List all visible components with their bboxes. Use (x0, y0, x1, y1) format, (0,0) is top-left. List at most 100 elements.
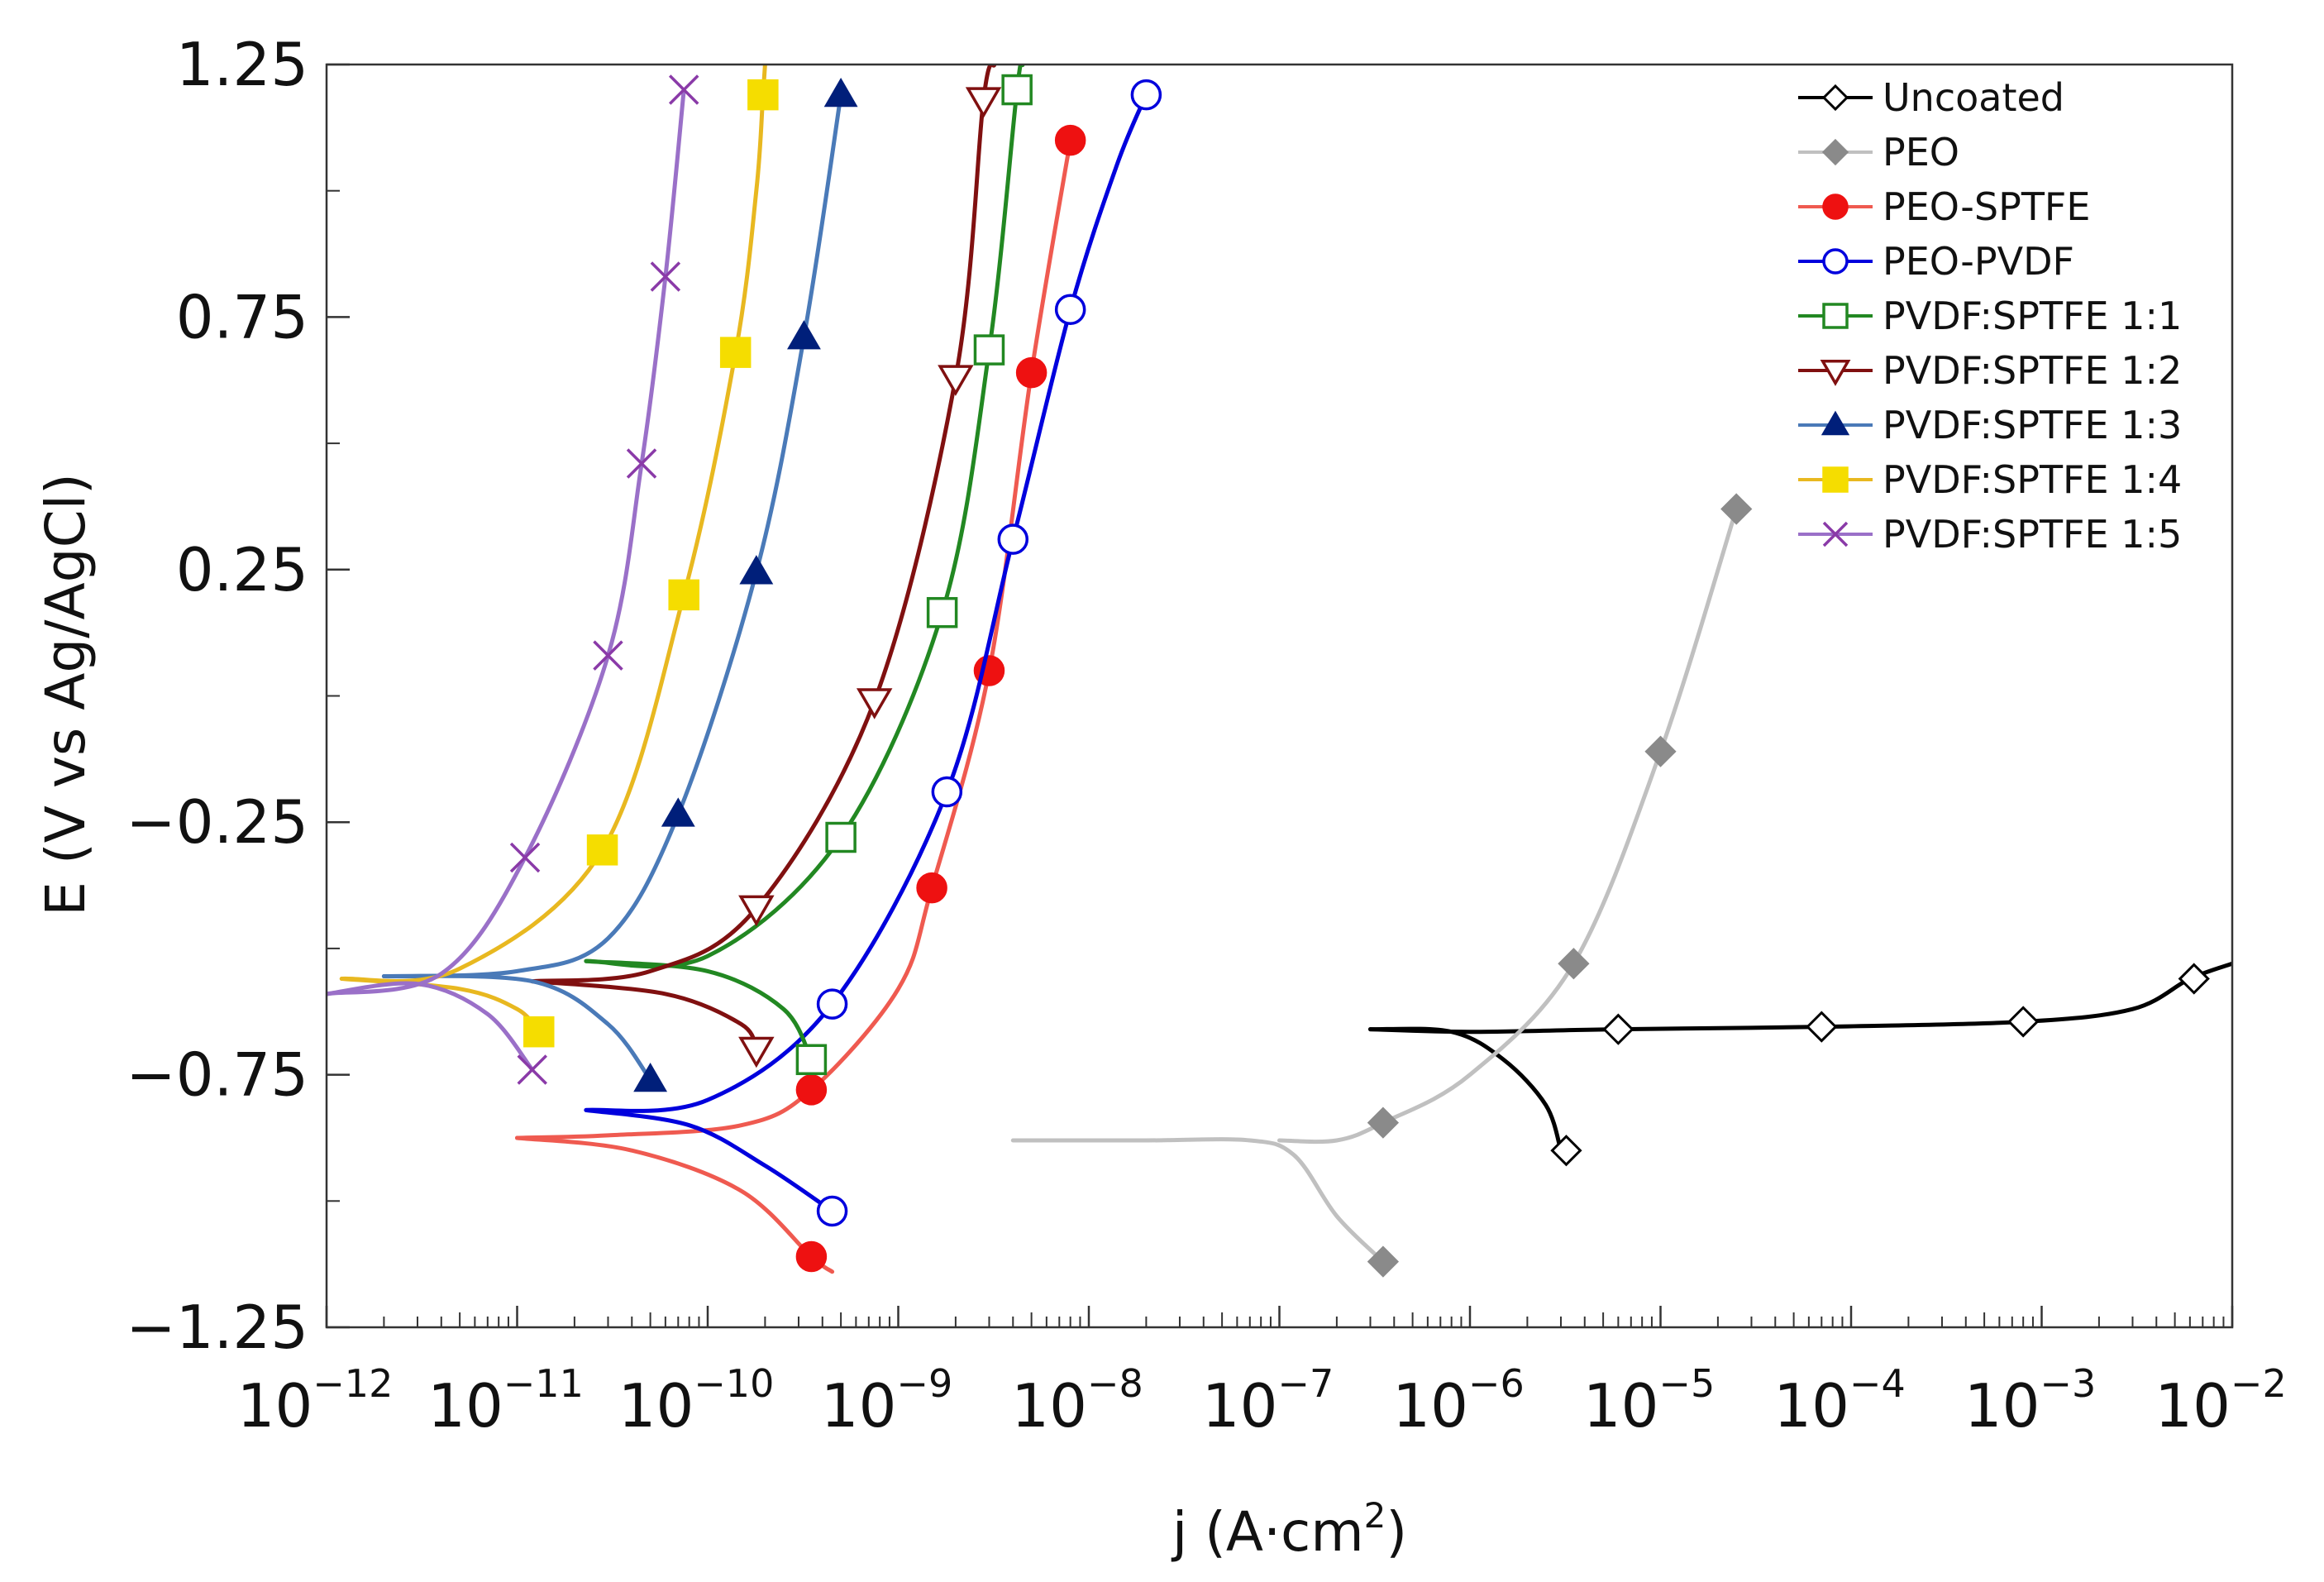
data-point (816, 1195, 848, 1227)
data-point (823, 77, 858, 108)
series-line-cathodic (1368, 1026, 1563, 1153)
series-line-cathodic (515, 1135, 835, 1274)
data-point (1550, 1135, 1582, 1167)
data-point (523, 1016, 555, 1048)
data-point (916, 872, 947, 904)
data-point (1720, 493, 1753, 525)
data-point (1806, 1011, 1838, 1043)
legend-label: PVDF:SPTFE 1:2 (1883, 348, 2182, 393)
data-point (1367, 1106, 1400, 1139)
data-point (738, 895, 775, 927)
legend-item-1: Uncoated (1798, 75, 2064, 120)
data-point (1558, 948, 1590, 980)
legend-label: PVDF:SPTFE 1:4 (1883, 457, 2182, 502)
data-point (1644, 735, 1677, 767)
legend-item-4: PEO-PVDF (1798, 239, 2074, 284)
legend-item-2: PEO (1798, 130, 1959, 174)
legend-item-6: PVDF:SPTFE 1:2 (1798, 348, 2182, 393)
x-tick-label: 10−2 (2155, 1361, 2286, 1441)
data-point (626, 448, 657, 479)
data-point (1054, 124, 1086, 156)
series-line-cathodic (530, 979, 759, 1052)
legend-label: PEO-SPTFE (1883, 184, 2090, 229)
x-tick-label: 10−12 (237, 1361, 394, 1441)
series-line-anodic (339, 65, 767, 983)
x-tick-label: 10−7 (1202, 1361, 1334, 1441)
data-point (1602, 1013, 1634, 1045)
series-7 (381, 77, 858, 1092)
x-tick-label: 10−10 (618, 1361, 775, 1441)
legend: Uncoated PEO PEO-SPTFE PEO-PVDF PVDF:SPTFE 1… (1798, 75, 2182, 557)
series-1 (1368, 961, 2232, 1167)
data-point (719, 337, 752, 368)
x-axis-title: j (A·cm2) (1171, 1495, 1407, 1564)
data-point (650, 261, 681, 292)
series-line-cathodic (584, 958, 814, 1062)
data-point (668, 74, 699, 105)
legend-item-7: PVDF:SPTFE 1:3 (1798, 403, 2182, 447)
series-line-cathodic (1010, 1137, 1386, 1264)
data-point (926, 596, 958, 628)
legend-marker (1822, 466, 1849, 493)
legend-label: Uncoated (1883, 75, 2064, 120)
legend-label: PEO (1883, 130, 1959, 174)
legend-item-9: PVDF:SPTFE 1:5 (1798, 512, 2182, 557)
data-point (856, 688, 893, 719)
x-tick-label: 10−5 (1583, 1361, 1715, 1441)
data-point (825, 821, 857, 853)
series-line-anodic (584, 93, 1148, 1113)
data-point (997, 523, 1029, 555)
data-point (2007, 1006, 2040, 1038)
legend-item-8: PVDF:SPTFE 1:4 (1798, 457, 2182, 502)
data-point (1130, 79, 1162, 111)
data-point (738, 1036, 775, 1068)
x-tick-label: 10−11 (427, 1361, 584, 1441)
series-line-cathodic (327, 981, 535, 1072)
series-line-cathodic (381, 973, 653, 1083)
legend-marker (1822, 303, 1849, 329)
x-tick-label: 10−6 (1392, 1361, 1524, 1441)
legend-marker (1822, 521, 1849, 547)
x-tick-label: 10−8 (1011, 1361, 1143, 1441)
series-5 (584, 65, 1033, 1076)
data-point (739, 555, 774, 585)
data-point (1001, 74, 1033, 106)
legend-marker (1821, 84, 1849, 112)
legend-marker (1821, 410, 1850, 436)
series-layer (327, 65, 2232, 1278)
legend-label: PVDF:SPTFE 1:3 (1883, 403, 2182, 447)
series-9 (327, 74, 699, 1085)
y-tick-label: −1.25 (126, 1293, 308, 1362)
x-tick-label: 10−9 (821, 1361, 952, 1441)
legend-marker (1820, 360, 1851, 386)
series-line-cathodic (584, 1107, 835, 1213)
series-line-anodic (530, 65, 997, 984)
legend-label: PEO-PVDF (1883, 239, 2074, 284)
data-point (586, 834, 618, 866)
legend-marker (1822, 194, 1849, 220)
data-point (633, 1063, 668, 1092)
legend-marker (1821, 138, 1849, 166)
legend-marker (1822, 248, 1849, 275)
y-tick-label: −0.25 (126, 787, 308, 857)
series-3 (515, 124, 1086, 1274)
data-point (1367, 1245, 1400, 1278)
data-point (787, 320, 821, 350)
y-tick-label: 0.75 (176, 282, 308, 351)
data-point (973, 334, 1005, 366)
series-6 (530, 65, 1002, 1068)
data-point (795, 1240, 828, 1273)
data-point (816, 988, 848, 1020)
series-line-anodic (1368, 961, 2232, 1035)
series-line-anodic (584, 65, 1025, 969)
data-point (1015, 356, 1047, 389)
x-tick-label: 10−3 (1964, 1361, 2096, 1441)
data-point (593, 640, 623, 671)
series-4 (584, 79, 1162, 1227)
data-point (747, 79, 779, 111)
legend-label: PVDF:SPTFE 1:5 (1883, 512, 2182, 557)
y-axis-title: E (V vs Ag/AgCl) (34, 473, 98, 915)
x-tick-label: 10−4 (1773, 1361, 1905, 1441)
series-line-anodic (381, 93, 843, 978)
